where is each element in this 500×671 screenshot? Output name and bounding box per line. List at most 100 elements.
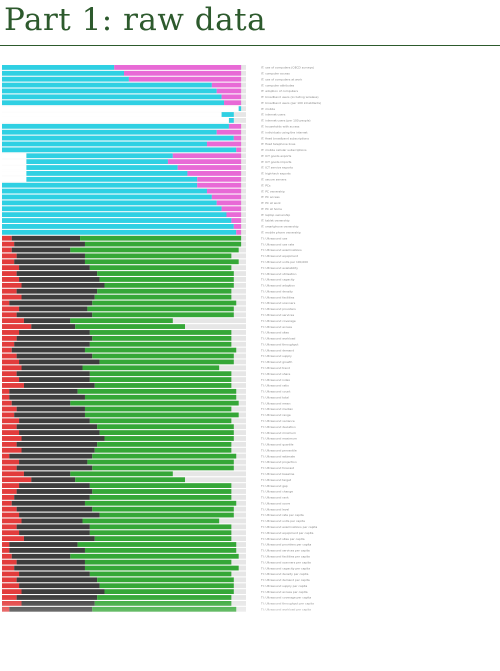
bar-segment-green (92, 506, 234, 512)
bar-label: IT: mobile phone ownership (261, 231, 301, 235)
bar-segment-green (84, 500, 237, 506)
bar-segment-red (2, 512, 20, 518)
bar-segment-dark (19, 277, 100, 282)
bar-segment-dark (9, 542, 78, 547)
bar-segment-cyan (2, 123, 229, 129)
bar-segment-red (2, 418, 20, 424)
bar-label: TI: Ultrasound demand (260, 348, 294, 352)
bar-segment-green (92, 489, 232, 494)
bar-label: TI: Ultrasound range (260, 413, 291, 417)
bar-segment-dark (9, 453, 93, 459)
bar-segment-dark (11, 400, 71, 406)
bar-segment-dark (14, 565, 85, 571)
bar-label: IT: tablet ownership (261, 219, 290, 223)
bar-label: TI: Ultrasound scanners per capita (260, 560, 311, 564)
bar-label: TI: Ultrasound demand per capita (260, 578, 310, 582)
bar-segment-dark (16, 353, 93, 359)
bar-segment-green (84, 547, 237, 553)
bar-label: TI: Ultrasound baseline (260, 472, 295, 476)
bar-label: IT: households with access (261, 125, 300, 129)
bar-segment-green (82, 518, 220, 524)
bar-segment-red (2, 571, 20, 577)
bar-segment-cyan (2, 212, 227, 218)
bar-label: TI: Ultrasound percentile (260, 448, 297, 452)
bar-segment-magenta (114, 65, 242, 70)
bar-segment-red (2, 465, 17, 471)
bar-segment-red (2, 424, 17, 430)
bar-segment-dark (14, 259, 85, 265)
bar-segment-red (2, 400, 12, 406)
bar-segment-dark (21, 589, 105, 595)
bar-label: TI: Ultrasound availability (260, 266, 298, 270)
bar-segment-green (92, 335, 232, 341)
bar-segment-cyan (2, 129, 217, 135)
bar-segment-red (2, 494, 15, 500)
bar-segment-green (92, 300, 237, 306)
bar-segment-magenta (231, 218, 242, 223)
bar-segment-green (89, 494, 232, 500)
bar-segment-magenta (216, 88, 242, 94)
bar-label: TI: Ultrasound median (260, 407, 293, 411)
bar-segment-red (2, 489, 17, 494)
bar-segment-red (2, 365, 22, 371)
bar-label: TI: Ultrasound units per 100,000 (260, 260, 308, 264)
bar-label: TI: Ultrasound throughput (260, 342, 299, 346)
bar-segment-cyan (2, 147, 237, 153)
bar-segment-dark (14, 412, 85, 418)
bar-segment-green (77, 542, 237, 547)
bar-segment-red (2, 394, 10, 400)
bar-segment-dark (21, 282, 105, 288)
bar-segment-white (2, 165, 27, 170)
bar-label: TI: Ultrasound use rate (260, 242, 294, 246)
bar-label: TI: Ultrasound share (260, 372, 290, 376)
bar-segment-magenta (228, 123, 242, 129)
bar-segment-green (70, 400, 239, 406)
bar-segment-red (2, 247, 12, 253)
bar-label: TI: Ultrasound variance (260, 419, 295, 423)
bar-segment-green (92, 465, 234, 471)
bar-label: IT: broadband users (including wireless) (261, 95, 319, 99)
bar-segment-green (84, 253, 232, 259)
bar-segment-magenta (216, 200, 242, 206)
bar-label: TI: Ultrasound ratio (260, 384, 289, 388)
page-title: Part 1: raw data (4, 2, 267, 38)
bar-segment-magenta (221, 94, 242, 100)
bar-segment-magenta (206, 141, 242, 147)
bar-segment-red (2, 335, 17, 341)
bar-segment-dark (19, 430, 100, 435)
bar-label: TI: Ultrasound change (260, 490, 293, 494)
bar-segment-magenta (221, 206, 242, 212)
bar-segment-cyan (2, 141, 207, 147)
bar-label: TI: Ultrasound mean (260, 401, 291, 405)
bar-segment-green (89, 330, 232, 335)
bar-segment-red (2, 406, 17, 412)
bar-segment-red (2, 536, 24, 541)
bar-segment-red (2, 559, 17, 565)
bar-segment-white (2, 106, 239, 112)
bar-label: IT: secure servers (261, 178, 287, 182)
bar-label: IT: PC ownership (261, 189, 285, 193)
bar-segment-red (2, 524, 17, 530)
bar-segment-red (2, 377, 20, 382)
bar-segment-dark (16, 489, 93, 494)
bar-segment-cyan (228, 118, 234, 123)
bar-segment-red (2, 459, 20, 465)
bar-segment-dark (16, 524, 90, 530)
bar-segment-dark (16, 559, 85, 565)
bar-segment-dark (16, 577, 98, 583)
bar-segment-magenta (197, 182, 242, 188)
bar-segment-red (2, 542, 10, 547)
bar-segment-dark (16, 506, 93, 512)
bar-segment-green (104, 282, 234, 288)
bar-segment-white (2, 159, 27, 165)
bar-label: TI: Ultrasound level (260, 507, 289, 511)
bar-label: TI: Ultrasound sites per capita (260, 537, 305, 541)
bar-segment-dark (16, 253, 85, 259)
bar-label: TI: Ultrasound services per capita (260, 549, 310, 553)
bar-segment-green (94, 294, 232, 300)
bar-segment-cyan (2, 218, 232, 223)
bar-label: TI: Ultrasound coverage (260, 319, 296, 323)
bar-segment-magenta (224, 100, 242, 106)
bar-label: TI: Ultrasound scanners (260, 301, 296, 305)
bar-segment-green (80, 235, 242, 241)
